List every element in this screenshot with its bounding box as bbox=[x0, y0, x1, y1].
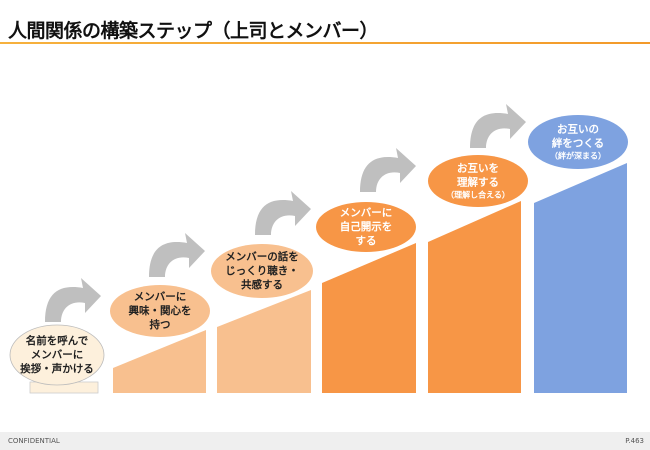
step-line: お互いを bbox=[456, 162, 499, 175]
step-label-4: メンバーに 自己開示を する bbox=[340, 206, 393, 248]
page-title: 人間関係の構築ステップ（上司とメンバー） bbox=[8, 20, 379, 42]
step-bubble-5 bbox=[428, 155, 528, 207]
curved-arrow-icon bbox=[360, 148, 416, 192]
step-bar-5 bbox=[428, 201, 521, 393]
step-bar-4 bbox=[322, 243, 416, 393]
step-bar-6 bbox=[534, 163, 627, 393]
curved-arrow-icon bbox=[255, 191, 311, 235]
step-label-6: お互いの 絆をつくる （絆が深まる） bbox=[550, 123, 606, 162]
step-note: （絆が深まる） bbox=[550, 151, 606, 161]
footer: CONFIDENTIAL P.463 bbox=[0, 432, 650, 450]
curved-arrow-icon bbox=[149, 233, 205, 277]
step-line: メンバーに bbox=[133, 291, 187, 303]
step-label-1: 名前を呼んで メンバーに 挨拶・声かける bbox=[20, 334, 94, 376]
step-line: 共感する bbox=[241, 279, 283, 291]
step-line: じっくり聴き・ bbox=[225, 265, 299, 277]
step-line: 挨拶・声かける bbox=[20, 363, 94, 375]
step-note: （理解し合える） bbox=[446, 190, 510, 200]
step-bar-2 bbox=[113, 330, 206, 393]
page-number: P.463 bbox=[625, 437, 644, 445]
step-line: 名前を呼んで bbox=[25, 335, 89, 347]
curved-arrow-icon bbox=[45, 278, 101, 322]
step-line: メンバーに bbox=[30, 349, 84, 361]
curved-arrow-icon bbox=[470, 104, 526, 148]
step-bubble-3 bbox=[211, 244, 313, 298]
step-bubble-1 bbox=[9, 324, 105, 386]
step-line: 興味・関心を bbox=[128, 305, 192, 317]
step-line: メンバーに bbox=[339, 207, 393, 219]
step-bar-3 bbox=[217, 290, 311, 393]
step-line: する bbox=[355, 235, 377, 247]
step-label-5: お互いを 理解する （理解し合える） bbox=[446, 162, 510, 201]
step-line: 絆をつくる bbox=[551, 137, 605, 150]
confidential-label: CONFIDENTIAL bbox=[8, 437, 60, 445]
step-bubble-2 bbox=[110, 285, 210, 337]
step-line: 持つ bbox=[149, 319, 171, 331]
title-underline bbox=[0, 42, 650, 44]
step-label-2: メンバーに 興味・関心を 持つ bbox=[129, 290, 192, 332]
step-line: 自己開示を bbox=[339, 221, 393, 233]
step-line: 理解する bbox=[456, 176, 499, 189]
step-bubble-6 bbox=[528, 115, 628, 169]
step-line: メンバーの話を bbox=[225, 251, 299, 263]
step-label-3: メンバーの話を じっくり聴き・ 共感する bbox=[225, 250, 299, 292]
step-bubble-4 bbox=[316, 202, 416, 252]
step-line: お互いの bbox=[557, 123, 599, 136]
